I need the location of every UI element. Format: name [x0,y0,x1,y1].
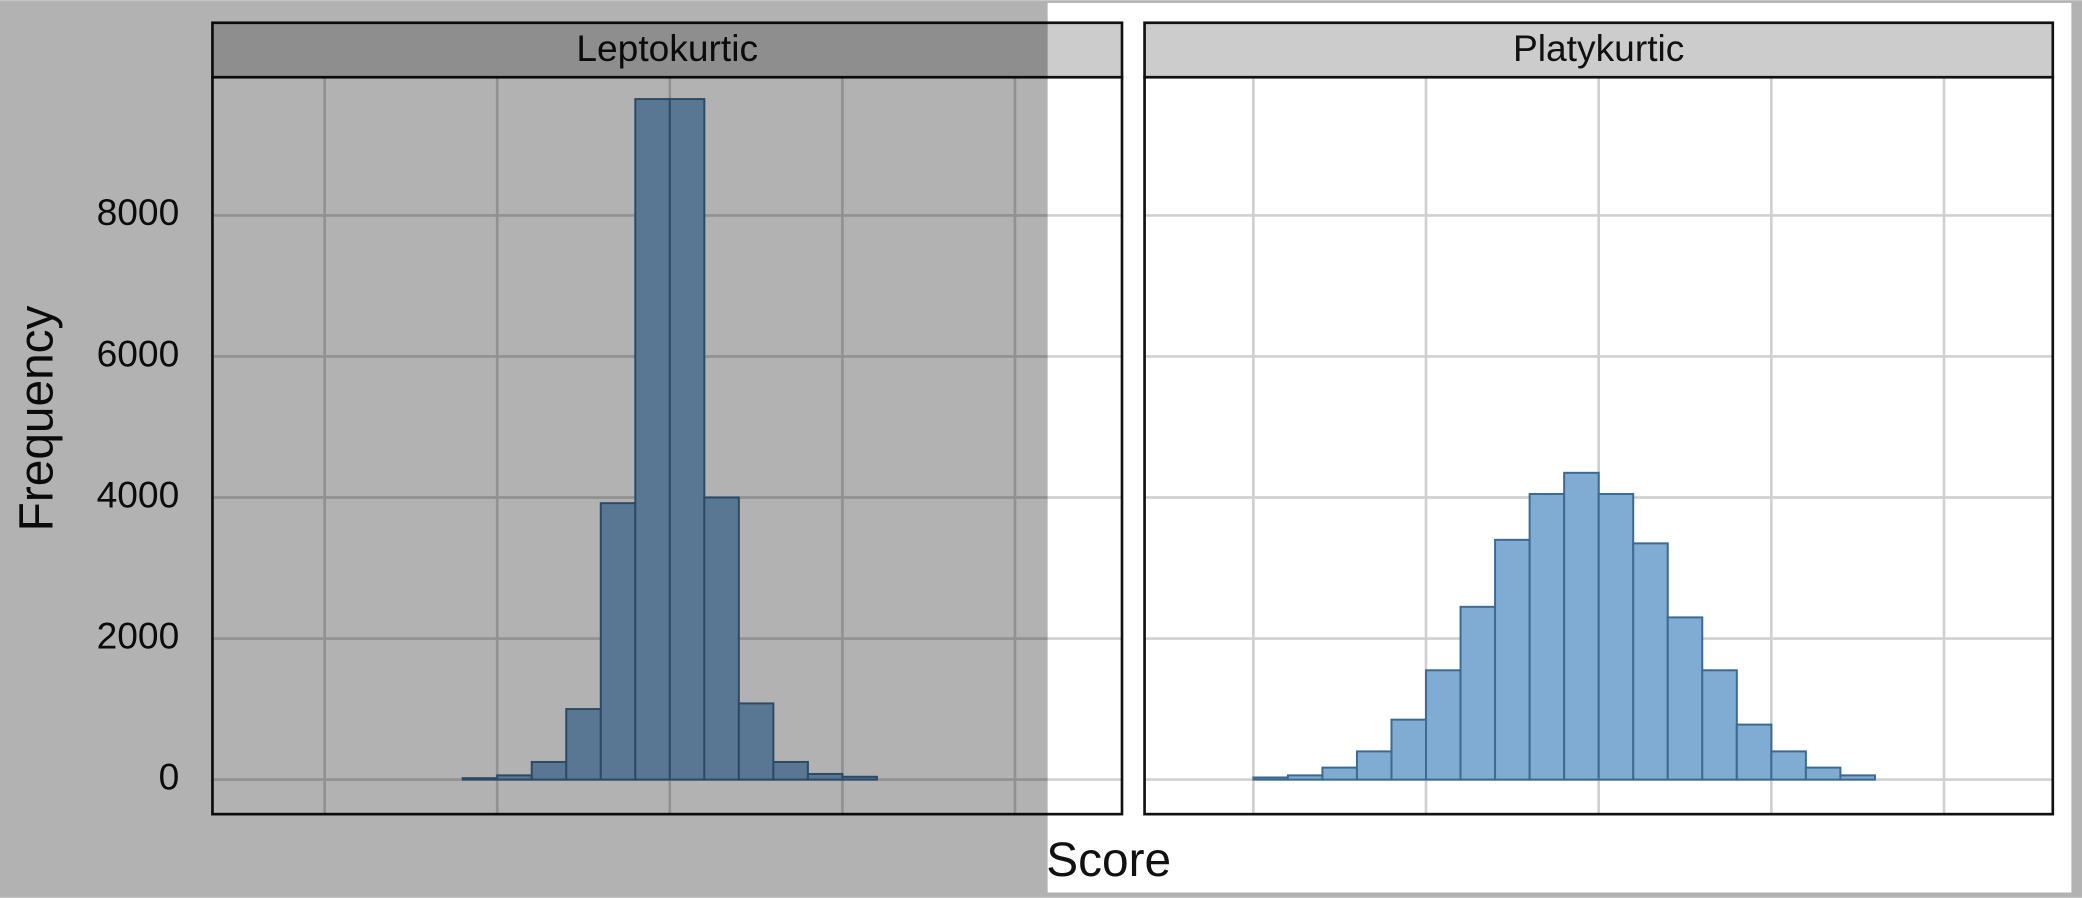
histogram-bar [565,708,602,781]
histogram-bar [841,775,878,781]
histogram-bar [737,702,775,781]
histogram-bar [772,760,809,781]
histogram-bar [1321,766,1358,781]
facet-strip [1143,21,2055,79]
histogram-bar [1735,723,1773,781]
histogram-bar [1632,542,1669,781]
plots: 0 2000 4000 6000 8000 Leptokurtic Platykurtic [97,21,2055,816]
histogram-bar [599,502,637,781]
histogram-bar [1701,669,1738,781]
histogram-bar [1839,774,1876,781]
facet-title: Leptokurtic [576,27,758,69]
histogram-bar [668,98,706,781]
facet-strip [211,21,1124,79]
histogram-bar [1252,776,1289,781]
x-axis-label: Score [1046,834,1171,887]
histogram-bar [1804,766,1842,781]
histogram-bar [1425,669,1462,781]
histogram-bar [1355,750,1393,781]
y-tick-label: 6000 [97,332,180,374]
histogram-bar [634,98,671,781]
histogram-bar [1666,616,1704,781]
histogram-bar [1563,471,1600,781]
histogram-bar [1770,750,1807,781]
histogram-bar [1494,538,1531,781]
y-tick-label: 4000 [97,473,180,515]
y-tick-label: 8000 [97,191,180,233]
histogram-bar [1597,492,1635,781]
histogram-bar [703,496,740,781]
histogram-bar [1459,605,1497,781]
y-axis-label: Frequency [10,305,63,531]
y-tick-label: 0 [159,755,180,797]
histogram-bar [1286,774,1324,781]
y-tick-label: 2000 [97,614,180,656]
facet-title: Platykurtic [1513,27,1684,69]
histogram-bar [1390,718,1428,781]
histogram-bar [1528,492,1566,781]
